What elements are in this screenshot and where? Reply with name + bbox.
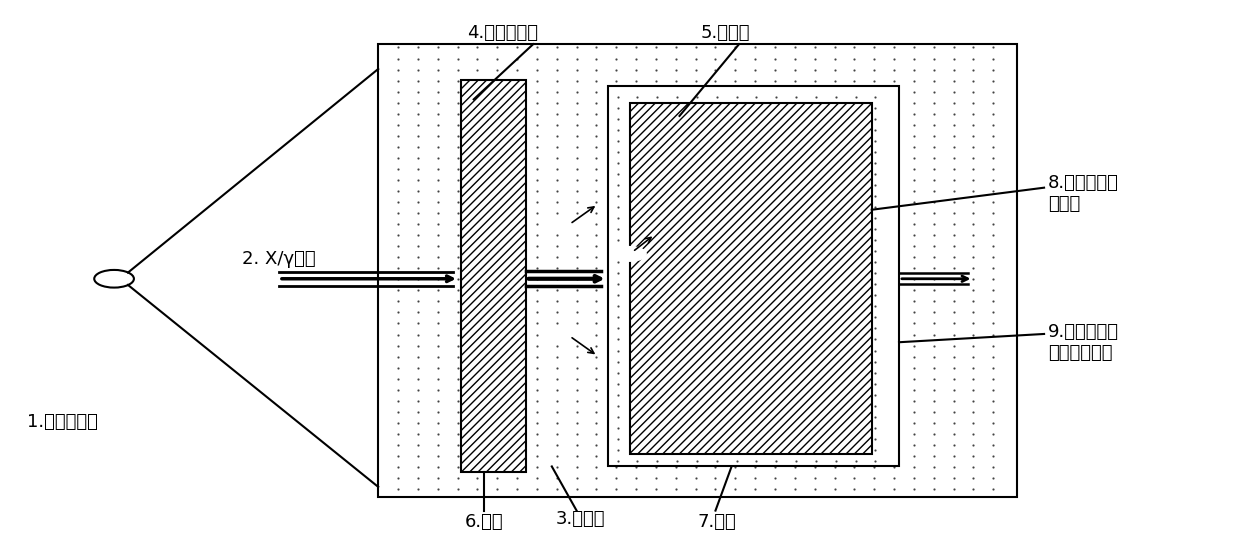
Bar — [461, 80, 526, 472]
Circle shape — [614, 247, 646, 261]
Circle shape — [551, 327, 583, 341]
Text: 4.康普顿电子: 4.康普顿电子 — [466, 24, 538, 42]
Text: 2. X/γ射线: 2. X/γ射线 — [242, 251, 315, 268]
Bar — [608, 86, 899, 466]
Text: 9.低原子序数
导体电极外壳: 9.低原子序数 导体电极外壳 — [1048, 323, 1118, 362]
Text: 3.遮挡区: 3.遮挡区 — [556, 510, 605, 528]
Text: 7.电极: 7.电极 — [697, 513, 737, 530]
Bar — [630, 103, 872, 454]
Text: 8.高原子序数
电极芯: 8.高原子序数 电极芯 — [1048, 174, 1118, 213]
Circle shape — [551, 219, 583, 233]
Bar — [378, 44, 1017, 497]
Text: 1.待测辐射源: 1.待测辐射源 — [27, 413, 98, 431]
Text: 6.电极: 6.电极 — [464, 513, 503, 530]
Text: 5.光电子: 5.光电子 — [701, 24, 750, 42]
